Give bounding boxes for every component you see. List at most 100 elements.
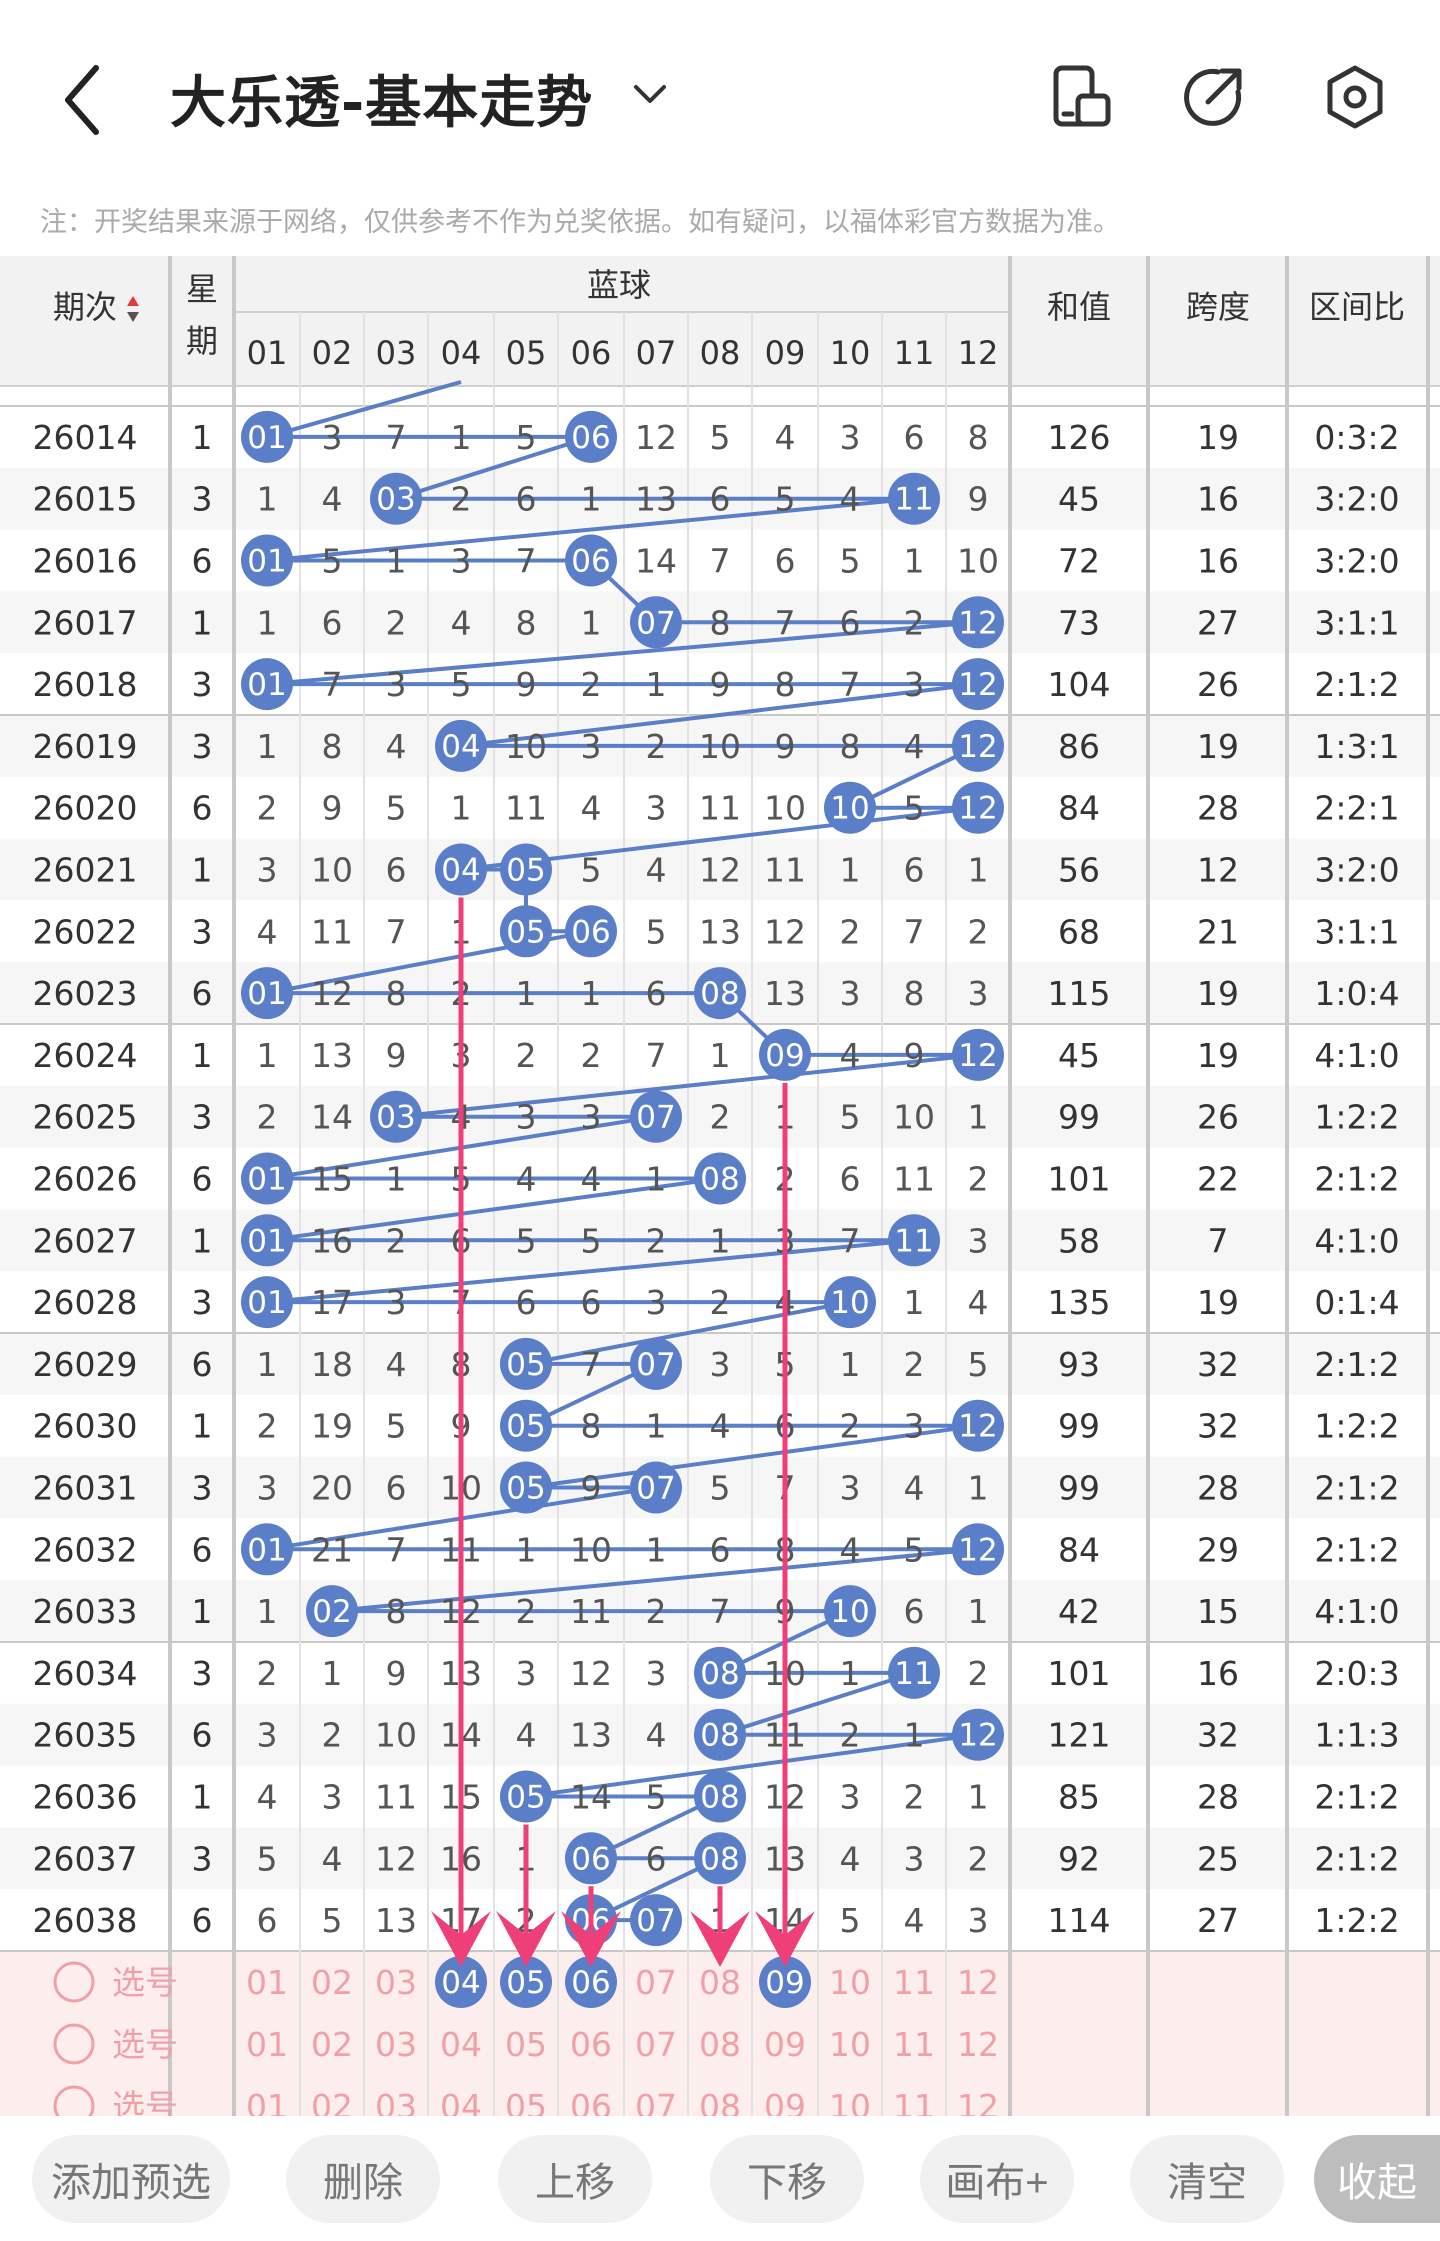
selected-ball[interactable] — [500, 1956, 552, 2008]
omit-cell: 12 — [570, 1654, 612, 1693]
clear-button[interactable]: 清空 — [1130, 2135, 1284, 2223]
omit-cell: 5 — [968, 1345, 989, 1384]
select-number[interactable]: 06 — [570, 2025, 612, 2064]
select-number[interactable]: 03 — [375, 2087, 417, 2126]
select-number[interactable]: 09 — [764, 2087, 806, 2126]
omit-cell: 2 — [904, 1778, 925, 1817]
omit-cell: 1 — [451, 789, 472, 828]
selected-ball[interactable] — [565, 1956, 617, 2008]
select-number[interactable]: 01 — [246, 2087, 288, 2126]
omit-cell: 1 — [968, 1469, 989, 1508]
select-number[interactable]: 08 — [699, 1963, 741, 2002]
move-up-button[interactable]: 上移 — [498, 2135, 652, 2223]
add-preselect-button[interactable]: 添加预选 — [32, 2135, 230, 2223]
omit-cell: 3 — [386, 665, 407, 704]
select-number[interactable]: 10 — [829, 1963, 871, 2002]
select-number[interactable]: 02 — [311, 2025, 353, 2064]
omit-cell: 3 — [646, 789, 667, 828]
blue-ball-number: 01 — [247, 420, 286, 456]
select-number[interactable]: 11 — [893, 2025, 935, 2064]
select-checkbox[interactable] — [53, 1961, 95, 2003]
select-checkbox[interactable] — [53, 2023, 95, 2065]
span-cell: 27 — [1197, 1901, 1239, 1940]
omit-cell: 2 — [322, 1716, 343, 1755]
table-row — [0, 1085, 1440, 1148]
select-number[interactable]: 02 — [311, 1963, 353, 2002]
select-number[interactable]: 12 — [957, 2025, 999, 2064]
select-number[interactable]: 07 — [635, 2087, 677, 2126]
select-number[interactable]: 08 — [699, 2087, 741, 2126]
span-cell: 22 — [1197, 1160, 1239, 1199]
omit-cell: 7 — [840, 665, 861, 704]
blue-ball — [694, 1708, 746, 1761]
selected-ball-number[interactable]: 09 — [765, 1965, 804, 2001]
table-row — [0, 406, 1440, 468]
span-cell: 28 — [1197, 1778, 1239, 1817]
settings-icon[interactable] — [1320, 62, 1390, 132]
period-cell: 26034 — [33, 1654, 138, 1693]
select-number[interactable]: 01 — [246, 2025, 288, 2064]
select-number[interactable]: 05 — [505, 2025, 547, 2064]
select-number[interactable]: 10 — [829, 2025, 871, 2064]
period-cell: 26035 — [33, 1716, 138, 1755]
selected-ball[interactable] — [435, 1956, 487, 2008]
select-number[interactable]: 01 — [246, 1963, 288, 2002]
week-cell: 3 — [192, 1098, 213, 1137]
back-icon[interactable] — [58, 60, 108, 140]
select-number[interactable]: 06 — [570, 2087, 612, 2126]
collapse-button[interactable]: 收起 — [1314, 2135, 1440, 2223]
canvas-button[interactable]: 画布+ — [920, 2135, 1074, 2223]
omit-cell: 5 — [516, 1221, 537, 1260]
omit-cell: 8 — [386, 1592, 407, 1631]
sum-cell: 114 — [1048, 1901, 1111, 1940]
select-number[interactable]: 03 — [375, 1963, 417, 2002]
selected-ball-number[interactable]: 06 — [571, 1965, 610, 2001]
share-icon[interactable] — [1178, 62, 1248, 132]
select-number[interactable]: 11 — [893, 2087, 935, 2126]
page-title[interactable]: 大乐透-基本走势 — [170, 71, 594, 136]
selected-ball-number[interactable]: 05 — [506, 1965, 545, 2001]
select-number[interactable]: 07 — [635, 1963, 677, 2002]
omit-cell: 5 — [386, 1407, 407, 1446]
select-number[interactable]: 04 — [440, 2025, 482, 2064]
chevron-down-icon[interactable] — [630, 75, 670, 115]
omit-cell: 4 — [451, 603, 472, 642]
omit-cell: 6 — [904, 1592, 925, 1631]
blue-ball-number: 05 — [506, 1780, 545, 1816]
layout-icon[interactable] — [1048, 62, 1118, 132]
sort-down-icon[interactable] — [127, 312, 139, 322]
partial-row — [0, 386, 1440, 406]
blue-ball-number: 10 — [830, 1594, 869, 1630]
sort-up-icon[interactable] — [127, 296, 139, 306]
omit-cell: 3 — [451, 542, 472, 581]
omit-cell: 11 — [570, 1592, 612, 1631]
select-number[interactable]: 03 — [375, 2025, 417, 2064]
select-number[interactable]: 02 — [311, 2087, 353, 2126]
blue-ball-number: 12 — [958, 1038, 997, 1074]
select-number[interactable]: 10 — [829, 2087, 871, 2126]
blue-ball — [759, 1028, 811, 1081]
select-number[interactable]: 07 — [635, 2025, 677, 2064]
delete-button[interactable]: 删除 — [286, 2135, 440, 2223]
select-number[interactable]: 08 — [699, 2025, 741, 2064]
select-number[interactable]: 12 — [957, 2087, 999, 2126]
period-cell: 26020 — [33, 789, 138, 828]
omit-cell: 6 — [904, 418, 925, 457]
header-num-07: 07 — [636, 334, 677, 372]
selected-ball[interactable] — [759, 1956, 811, 2008]
select-number[interactable]: 12 — [957, 1963, 999, 2002]
sum-cell: 101 — [1048, 1654, 1111, 1693]
period-cell: 26025 — [33, 1098, 138, 1137]
select-number[interactable]: 09 — [764, 2025, 806, 2064]
select-number[interactable]: 04 — [440, 2087, 482, 2126]
select-number[interactable]: 11 — [893, 1963, 935, 2002]
omit-cell: 2 — [581, 665, 602, 704]
sum-cell: 121 — [1048, 1716, 1111, 1755]
select-number[interactable]: 05 — [505, 2087, 547, 2126]
selected-ball-number[interactable]: 04 — [441, 1965, 480, 2001]
blue-ball-number: 12 — [958, 791, 997, 827]
span-cell: 19 — [1197, 974, 1239, 1013]
blue-ball — [500, 905, 552, 958]
move-down-button[interactable]: 下移 — [710, 2135, 864, 2223]
omit-cell: 2 — [257, 789, 278, 828]
